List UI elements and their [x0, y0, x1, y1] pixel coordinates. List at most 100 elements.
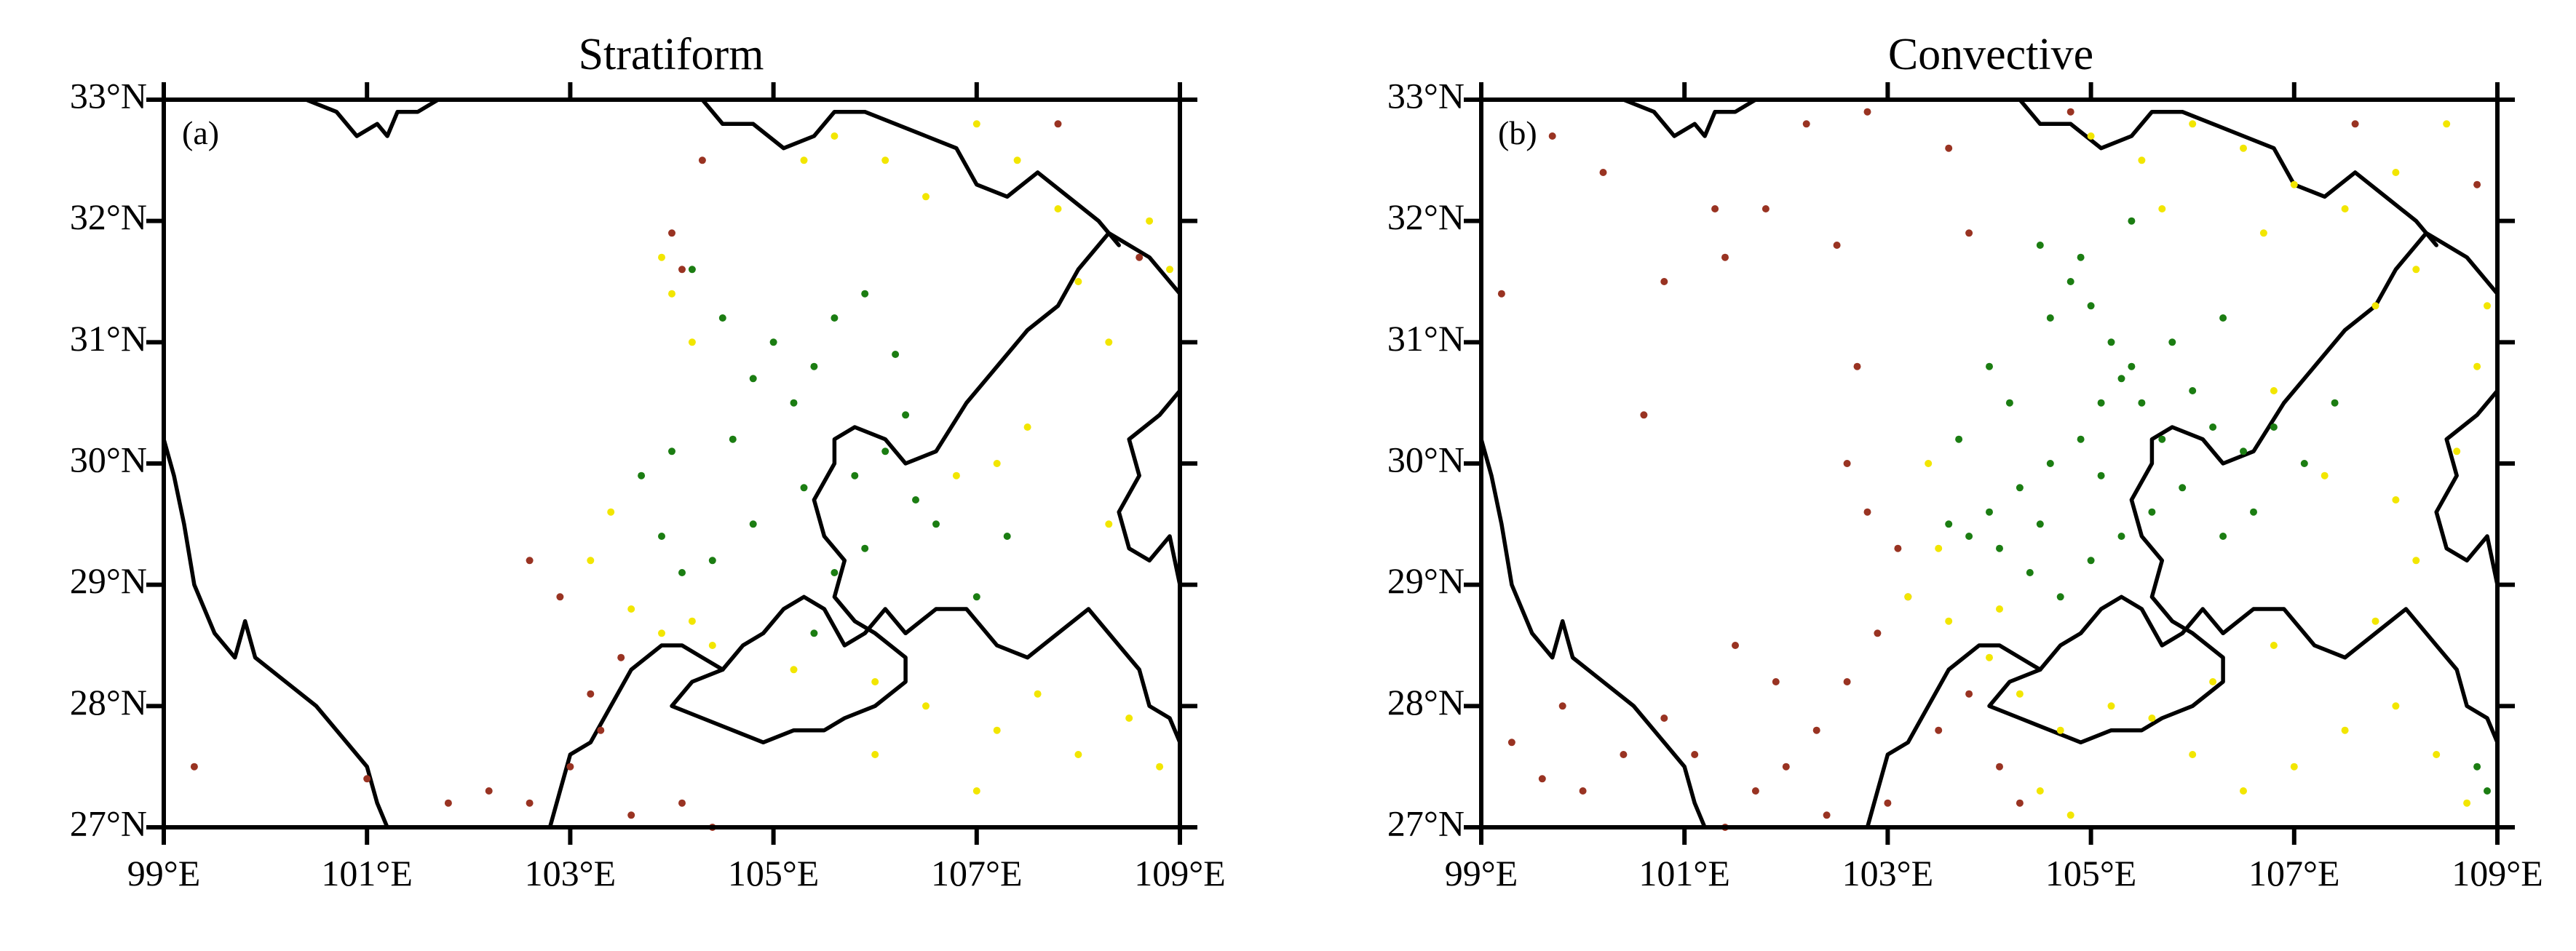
brown-point: [1620, 751, 1628, 758]
latitude-labels: 33°N 32°N 31°N 30°N 29°N 28°N 27°N: [1387, 75, 1465, 843]
lat-label: 33°N: [70, 75, 147, 116]
yellow-point: [881, 156, 889, 164]
yellow-point: [2371, 302, 2379, 310]
lon-label: 107°E: [2248, 853, 2340, 894]
brown-point: [1721, 253, 1729, 261]
green-point: [638, 471, 646, 480]
green-point: [729, 435, 737, 443]
yellow-point: [1125, 715, 1133, 722]
green-point: [912, 496, 919, 504]
green-point: [2473, 763, 2481, 771]
brown-point: [1660, 278, 1668, 285]
brown-point: [668, 229, 675, 237]
brown-point: [1660, 715, 1668, 722]
brown-point: [1802, 120, 1810, 128]
brown-point: [444, 799, 452, 807]
yellow-point: [2240, 144, 2247, 152]
lon-label: 105°E: [2045, 853, 2137, 894]
green-point: [2331, 399, 2339, 407]
green-point: [688, 266, 696, 274]
green-point: [2005, 399, 2013, 407]
green-point: [2300, 460, 2308, 467]
brown-point: [678, 266, 686, 274]
green-point: [2128, 362, 2136, 370]
yellow-point: [2473, 362, 2481, 370]
yellow-point: [2270, 387, 2278, 394]
yellow-point: [2392, 496, 2400, 504]
yellow-point: [2290, 180, 2298, 188]
green-point: [1996, 544, 2003, 552]
yellow-point: [972, 787, 980, 795]
yellow-point: [1074, 278, 1082, 285]
green-point: [2219, 533, 2227, 540]
panel-title: Convective: [1888, 30, 2093, 79]
brown-point: [1965, 229, 1973, 237]
brown-point: [1965, 690, 1973, 698]
brown-point: [2473, 180, 2481, 188]
yellow-point: [1013, 156, 1021, 164]
yellow-point: [2341, 726, 2349, 734]
yellow-point: [668, 290, 675, 298]
yellow-point: [587, 557, 595, 565]
brown-point: [1751, 787, 1759, 795]
boundary-line: [2434, 389, 2500, 587]
green-point: [2209, 423, 2217, 431]
green-point: [2189, 387, 2197, 394]
green-point: [718, 314, 726, 322]
green-point: [972, 593, 980, 601]
green-point: [678, 569, 686, 576]
yellow-point: [2148, 715, 2156, 722]
brown-point: [1782, 763, 1790, 771]
brown-point: [1640, 411, 1648, 419]
yellow-point: [1996, 605, 2003, 613]
green-point: [658, 533, 665, 540]
yellow-point: [2189, 120, 2197, 128]
lon-label: 101°E: [321, 853, 413, 894]
lat-label: 28°N: [1387, 682, 1465, 723]
green-point: [2046, 460, 2054, 467]
brown-point: [190, 763, 198, 771]
rain-points: [190, 120, 1173, 831]
yellow-point: [2107, 702, 2115, 710]
green-point: [2117, 375, 2125, 383]
yellow-point: [2016, 690, 2024, 698]
brown-point: [1711, 205, 1719, 212]
lat-label: 28°N: [70, 682, 147, 723]
brown-point: [485, 787, 493, 795]
yellow-point: [1105, 338, 1113, 346]
green-point: [2179, 484, 2187, 492]
green-point: [810, 362, 818, 370]
brown-point: [1863, 508, 1871, 516]
green-point: [2148, 508, 2156, 516]
yellow-point: [2056, 726, 2064, 734]
boundary-line: [1117, 389, 1182, 587]
green-point: [2097, 399, 2105, 407]
yellow-point: [1945, 617, 1953, 625]
brown-point: [1812, 726, 1820, 734]
yellow-point: [708, 642, 716, 649]
yellow-point: [831, 132, 839, 140]
brown-point: [587, 690, 595, 698]
yellow-point: [2453, 447, 2461, 455]
lon-label: 99°E: [1445, 853, 1518, 894]
brown-point: [1772, 678, 1780, 685]
yellow-point: [1986, 653, 1993, 661]
brown-point: [1548, 132, 1556, 140]
yellow-point: [2290, 763, 2298, 771]
brown-point: [1538, 775, 1546, 783]
green-point: [932, 520, 940, 528]
yellow-point: [871, 678, 879, 685]
lat-label: 30°N: [70, 439, 147, 480]
lat-label: 27°N: [70, 803, 147, 843]
latitude-labels: 33°N 32°N 31°N 30°N 29°N 28°N 27°N: [70, 75, 147, 843]
brown-point: [1945, 144, 1953, 152]
brown-point: [1558, 702, 1566, 710]
yellow-point: [2240, 787, 2247, 795]
green-point: [1945, 520, 1953, 528]
green-point: [1003, 533, 1011, 540]
panel-stratiform: Stratiform (a) 33°N 32°N 31°N 30°N 29°N …: [70, 30, 1226, 894]
green-point: [2128, 217, 2136, 225]
longitude-labels: 99°E 101°E 103°E 105°E 107°E 109°E: [127, 853, 1226, 894]
brown-point: [617, 653, 625, 661]
brown-point: [1884, 799, 1892, 807]
